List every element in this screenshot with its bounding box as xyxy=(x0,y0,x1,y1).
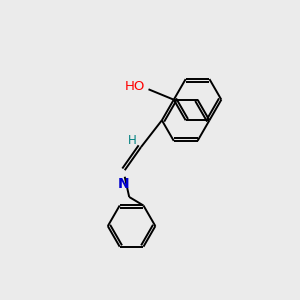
Text: H: H xyxy=(128,134,136,147)
Text: N: N xyxy=(117,177,129,191)
Text: HO: HO xyxy=(124,80,145,93)
